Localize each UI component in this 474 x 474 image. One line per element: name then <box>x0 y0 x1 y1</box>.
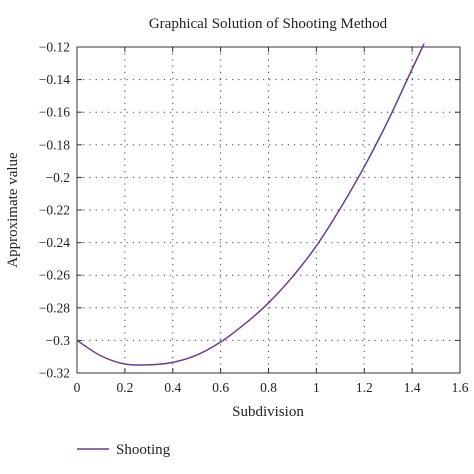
y-tick-label: −0.3 <box>46 333 71 348</box>
legend-label-shooting: Shooting <box>116 442 171 458</box>
y-tick-label: −0.22 <box>39 203 70 218</box>
x-tick-label: 0.4 <box>164 380 181 395</box>
y-tick-label: −0.2 <box>46 170 71 185</box>
x-tick-label: 1 <box>313 380 320 395</box>
x-tick-label: 0.8 <box>260 380 277 395</box>
x-tick-labels: 0 0.2 0.4 0.6 0.8 1 1.2 1.4 1.6 <box>74 380 469 395</box>
x-tick-label: 1.2 <box>356 380 373 395</box>
x-tick-label: 0 <box>74 380 81 395</box>
axis-ticks <box>76 46 461 374</box>
x-axis-label: Subdivision <box>232 404 304 420</box>
y-tick-label: −0.28 <box>39 300 70 315</box>
y-tick-label: −0.12 <box>39 40 70 55</box>
y-tick-label: −0.24 <box>39 235 70 250</box>
plot-frame <box>76 46 461 374</box>
legend: Shooting <box>77 442 171 458</box>
series-layer <box>76 43 425 366</box>
x-tick-label: 1.4 <box>404 380 421 395</box>
grid-lines <box>77 47 460 373</box>
y-tick-labels: −0.32 −0.3 −0.28 −0.26 −0.24 −0.22 −0.2 −0.18 −0… <box>39 40 70 381</box>
series-line-shooting <box>76 43 425 366</box>
y-tick-label: −0.14 <box>39 72 70 87</box>
x-tick-label: 0.2 <box>116 380 133 395</box>
x-tick-label: 1.6 <box>452 380 469 395</box>
y-tick-label: −0.16 <box>39 105 70 120</box>
y-axis-label: Approximate value <box>5 152 21 268</box>
x-tick-label: 0.6 <box>212 380 229 395</box>
y-tick-label: −0.26 <box>39 268 70 283</box>
y-tick-label: −0.18 <box>39 137 70 152</box>
y-tick-label: −0.32 <box>39 366 70 381</box>
chart-title: Graphical Solution of Shooting Method <box>149 16 388 32</box>
